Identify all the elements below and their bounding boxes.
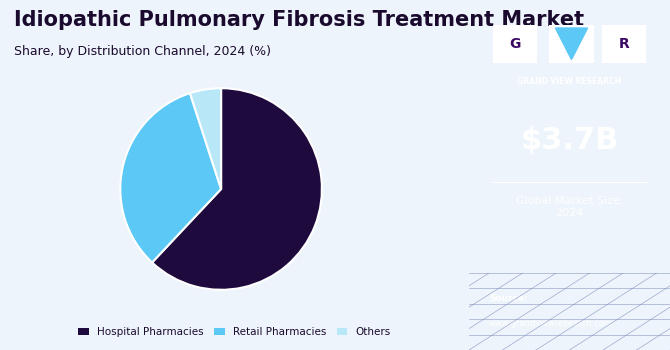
FancyBboxPatch shape xyxy=(602,25,646,63)
Text: Share, by Distribution Channel, 2024 (%): Share, by Distribution Channel, 2024 (%) xyxy=(14,46,271,58)
Polygon shape xyxy=(555,28,588,60)
Legend: Hospital Pharmacies, Retail Pharmacies, Others: Hospital Pharmacies, Retail Pharmacies, … xyxy=(74,323,395,341)
Wedge shape xyxy=(121,93,221,262)
Text: GRAND VIEW RESEARCH: GRAND VIEW RESEARCH xyxy=(517,77,622,86)
Wedge shape xyxy=(190,88,221,189)
Text: Global Market Size,
2024: Global Market Size, 2024 xyxy=(516,196,623,218)
Text: Source:: Source: xyxy=(489,294,528,303)
FancyBboxPatch shape xyxy=(549,25,594,63)
Text: www.grandviewresearch.com: www.grandviewresearch.com xyxy=(489,318,613,328)
FancyBboxPatch shape xyxy=(493,25,537,63)
Text: Idiopathic Pulmonary Fibrosis Treatment Market: Idiopathic Pulmonary Fibrosis Treatment … xyxy=(14,10,584,30)
Wedge shape xyxy=(152,88,322,290)
Text: G: G xyxy=(510,37,521,51)
Text: $3.7B: $3.7B xyxy=(521,126,618,154)
Text: R: R xyxy=(618,37,629,51)
